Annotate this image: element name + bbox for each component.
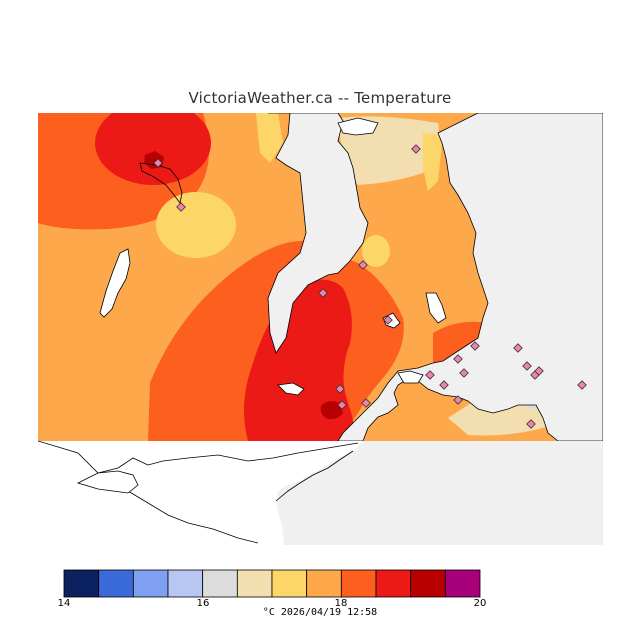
station-marker xyxy=(522,361,532,371)
island-gulf-south xyxy=(397,370,424,384)
legend-tick-20: 20 xyxy=(474,598,487,608)
island-central-lake xyxy=(277,382,305,396)
temp-zone-east-yellow-spot xyxy=(362,235,390,267)
station-marker xyxy=(459,368,469,378)
map-title: VictoriaWeather.ca -- Temperature xyxy=(188,89,452,107)
temp-zone-yellow-top xyxy=(256,113,283,163)
legend-tick-16: 16 xyxy=(197,598,210,608)
station-marker xyxy=(513,343,523,353)
station-marker xyxy=(453,354,463,364)
station-marker xyxy=(577,380,587,390)
legend-footer: °C 2026/04/19 12:58 xyxy=(0,607,640,618)
legend-tick-14: 14 xyxy=(58,598,71,608)
station-marker xyxy=(335,384,345,394)
island-north-lake xyxy=(139,162,183,204)
temperature-field xyxy=(38,113,603,441)
legend-bin xyxy=(271,569,308,598)
station-marker xyxy=(411,144,421,154)
legend-bin xyxy=(375,569,412,598)
temperature-map xyxy=(38,113,603,545)
station-marker xyxy=(470,341,480,351)
station-marker xyxy=(453,395,463,405)
station-marker xyxy=(361,398,371,408)
temp-zone-east-top-yellow xyxy=(423,133,443,191)
island-east-lake xyxy=(425,292,447,324)
station-marker xyxy=(337,400,347,410)
legend-bin xyxy=(410,569,446,598)
island-southern xyxy=(76,470,139,494)
legend-bin xyxy=(306,569,342,598)
island-gulf-north xyxy=(337,117,379,136)
island-west-lake xyxy=(99,248,131,318)
temp-zone-yellow-center xyxy=(156,192,236,258)
legend-bin xyxy=(340,569,377,598)
legend-bin xyxy=(132,569,169,598)
station-marker xyxy=(526,419,536,429)
legend-tick-18: 18 xyxy=(335,598,348,608)
temp-zone-northwest-core xyxy=(95,113,211,185)
temperature-unit: °C xyxy=(262,607,275,618)
station-marker xyxy=(534,366,544,376)
station-marker xyxy=(153,158,163,168)
legend-bin xyxy=(167,569,204,598)
station-marker xyxy=(318,288,328,298)
temp-hotspot-saanich xyxy=(320,401,343,420)
color-legend: 14 16 18 20 xyxy=(58,569,487,608)
station-marker xyxy=(176,202,186,212)
legend-bin xyxy=(236,569,273,598)
legend-bin xyxy=(63,569,100,598)
legend-color-bins xyxy=(63,569,481,598)
station-marker xyxy=(425,370,435,380)
station-marker xyxy=(358,260,368,270)
weather-stations xyxy=(153,144,587,429)
legend-bin xyxy=(98,569,134,598)
strait-water xyxy=(337,113,603,441)
legend-bin xyxy=(444,569,481,598)
timestamp: 2026/04/19 12:58 xyxy=(280,607,378,618)
station-marker xyxy=(439,380,449,390)
station-marker xyxy=(383,315,393,325)
legend-bin xyxy=(202,569,238,598)
inlet-water xyxy=(267,113,369,354)
